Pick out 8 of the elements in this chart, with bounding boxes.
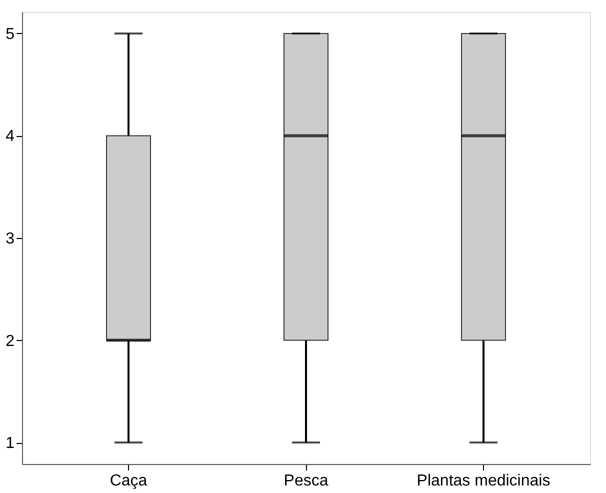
x-tick-label: Plantas medicinais xyxy=(416,472,550,490)
y-tick-label: 3 xyxy=(6,230,15,248)
y-tick-label: 4 xyxy=(6,128,15,146)
y-tick-label: 2 xyxy=(6,332,15,350)
y-tick-label: 1 xyxy=(6,435,15,452)
x-tick-label: Pesca xyxy=(284,472,328,490)
x-tick-label: Caça xyxy=(110,472,148,490)
y-tick-label: 5 xyxy=(6,26,15,43)
